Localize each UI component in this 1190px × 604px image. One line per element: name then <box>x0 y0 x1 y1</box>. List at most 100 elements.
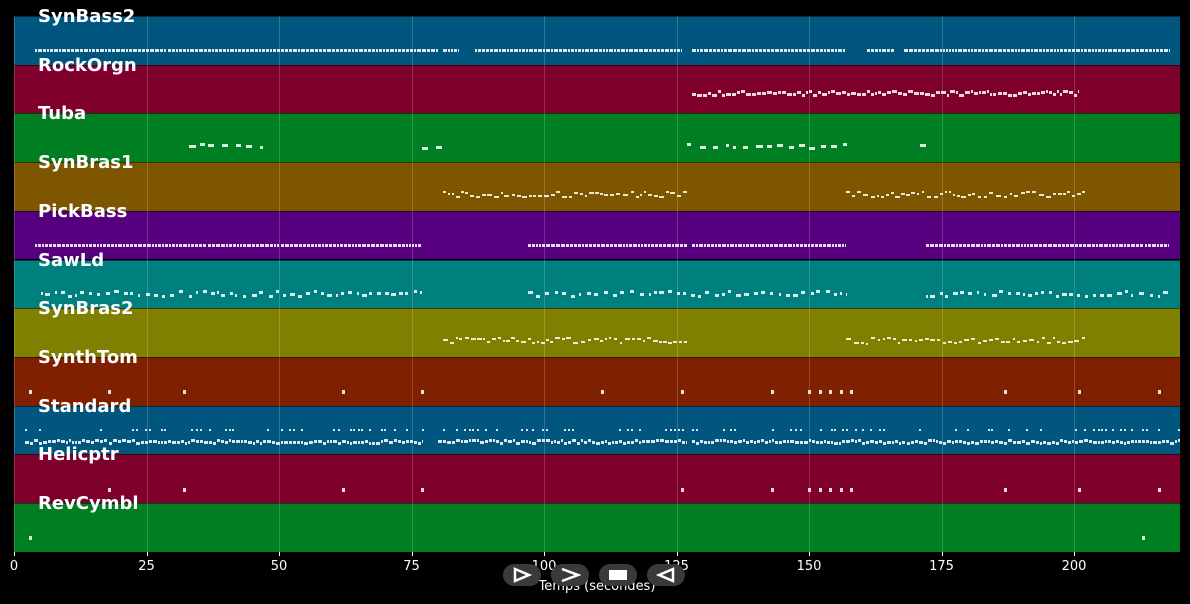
note-mark <box>1104 244 1108 248</box>
note-mark <box>770 292 774 296</box>
note-mark <box>56 244 61 248</box>
note-mark <box>52 440 56 444</box>
note-mark <box>902 338 907 341</box>
note-mark <box>494 196 500 199</box>
note-mark <box>74 294 78 298</box>
x-tick <box>146 552 148 556</box>
note-mark <box>983 244 986 248</box>
x-tick-label: 0 <box>9 559 19 574</box>
note-mark <box>1000 244 1003 248</box>
note-mark <box>203 290 207 294</box>
note-mark <box>998 289 1003 293</box>
note-mark <box>276 441 280 445</box>
note-mark <box>170 293 175 297</box>
note-mark <box>535 244 538 248</box>
note-mark <box>989 338 994 341</box>
note-mark <box>854 428 857 431</box>
note-mark <box>203 49 208 53</box>
note-mark <box>617 49 621 53</box>
note-mark <box>945 191 948 194</box>
note-mark <box>1139 291 1144 295</box>
note-mark <box>1084 49 1088 53</box>
note-mark <box>516 339 519 342</box>
note-mark <box>1017 92 1023 96</box>
note-mark <box>708 92 712 96</box>
note-mark <box>298 294 303 298</box>
note-mark <box>744 292 749 296</box>
note-mark <box>631 338 636 341</box>
play-button[interactable] <box>503 564 541 586</box>
note-mark <box>35 49 38 53</box>
note-mark <box>865 440 869 444</box>
note-mark <box>1160 49 1164 53</box>
note-mark <box>742 49 746 53</box>
note-mark <box>720 49 724 53</box>
note-mark <box>819 49 824 53</box>
note-mark <box>874 92 878 96</box>
note-mark <box>639 194 643 197</box>
note-mark <box>280 49 284 53</box>
note-mark <box>168 439 172 443</box>
note-mark <box>1112 428 1115 431</box>
note-mark <box>301 49 306 53</box>
note-mark <box>442 440 447 444</box>
note-mark <box>982 90 986 94</box>
note-mark <box>836 92 841 96</box>
note-mark <box>1144 49 1148 53</box>
note-mark <box>1081 337 1085 340</box>
note-mark <box>464 440 468 444</box>
note-mark <box>604 338 608 341</box>
note-mark <box>1022 340 1028 343</box>
note-mark <box>631 440 634 444</box>
note-mark <box>793 244 796 248</box>
note-mark <box>167 49 172 53</box>
note-mark <box>619 440 622 444</box>
note-mark <box>734 244 738 248</box>
note-mark <box>389 49 394 53</box>
note-mark <box>625 337 631 340</box>
note-mark <box>103 244 106 248</box>
note-mark <box>570 244 574 248</box>
note-mark <box>528 291 534 295</box>
note-mark <box>1074 244 1079 248</box>
note-mark <box>297 441 300 445</box>
stop-button[interactable] <box>599 564 637 586</box>
note-mark <box>988 440 991 444</box>
note-mark <box>306 292 311 296</box>
note-mark <box>53 244 56 248</box>
note-mark <box>653 195 659 198</box>
note-mark <box>827 441 830 445</box>
note-mark <box>1157 428 1160 431</box>
note-mark <box>1049 49 1053 53</box>
note-mark <box>435 145 442 149</box>
note-mark <box>526 49 529 53</box>
note-mark <box>878 428 881 431</box>
note-mark <box>766 244 770 248</box>
note-mark <box>536 439 541 443</box>
note-mark <box>522 196 527 199</box>
piano-roll-chart: SynBass2 RockOrgn Tuba SynBras1 PickBass SawL… <box>14 7 1180 552</box>
note-mark <box>574 191 578 194</box>
note-mark <box>625 244 628 248</box>
note-mark <box>1093 293 1096 297</box>
note-mark <box>957 194 960 197</box>
note-mark <box>982 340 987 343</box>
note-mark <box>277 49 280 53</box>
grid-line <box>676 16 678 552</box>
note-mark <box>723 439 727 443</box>
note-mark <box>1108 49 1113 53</box>
note-mark <box>314 49 318 53</box>
note-mark <box>78 441 81 445</box>
note-mark <box>696 244 699 248</box>
note-mark <box>213 441 217 445</box>
forward-button[interactable] <box>551 564 589 586</box>
note-mark <box>564 428 567 431</box>
rewind-button[interactable] <box>647 564 685 586</box>
note-mark <box>483 338 486 341</box>
note-mark <box>383 49 386 53</box>
note-mark <box>172 49 175 53</box>
note-mark <box>356 292 359 296</box>
note-mark <box>442 428 445 431</box>
note-mark <box>1053 192 1056 195</box>
note-mark <box>401 441 406 445</box>
